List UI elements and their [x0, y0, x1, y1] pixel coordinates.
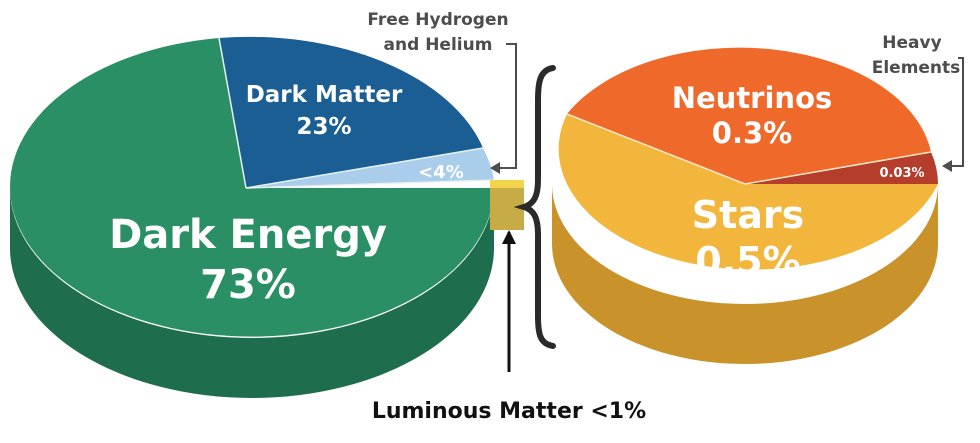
luminous-pie	[552, 47, 938, 364]
stars-slice	[558, 114, 938, 270]
luminous-matter-label: Luminous Matter <1%	[372, 399, 646, 424]
main-pie-side	[10, 188, 494, 398]
slice-border-3	[245, 179, 495, 189]
luminous-matter-top	[490, 180, 524, 188]
hydrogen-leader-line	[496, 43, 517, 169]
neutrinos-value: 0.3%	[712, 116, 792, 150]
neutrinos-slice	[567, 47, 931, 184]
hydrogen-arrowhead	[490, 162, 500, 174]
neutrinos-label: Neutrinos	[672, 81, 833, 115]
hydrogen-label-line1: Free Hydrogen	[367, 10, 508, 30]
luminous-matter-side	[490, 188, 524, 230]
slice-border-2	[245, 147, 484, 189]
luminous-pie-side	[552, 184, 938, 364]
right-slice-border-1	[566, 113, 746, 185]
dark-matter-value: 23%	[296, 114, 351, 140]
right-slice-border-2	[744, 151, 932, 185]
dark-matter-label: Dark Matter	[246, 82, 403, 108]
slice-border-1	[218, 37, 247, 189]
dark-energy-value: 73%	[200, 262, 296, 308]
hydrogen-value: <4%	[418, 162, 464, 183]
dark-energy-slice	[10, 38, 495, 337]
heavy-label-line1: Heavy	[882, 33, 941, 53]
luminous-arrowhead	[502, 230, 516, 244]
curly-brace	[513, 65, 556, 349]
dark-energy-label: Dark Energy	[109, 212, 387, 258]
main-pie	[10, 36, 524, 398]
dark-matter-slice	[219, 36, 483, 189]
hydrogen-label-line2: and Helium	[384, 35, 493, 55]
heavy-arrowhead	[942, 160, 952, 172]
stars-label: Stars	[692, 193, 805, 237]
heavy-label-line2: Elements	[872, 58, 961, 78]
heavy-leader-line	[948, 57, 964, 167]
heavy-elements-value: 0.03%	[879, 166, 924, 181]
stars-value: 0.5%	[695, 239, 800, 283]
